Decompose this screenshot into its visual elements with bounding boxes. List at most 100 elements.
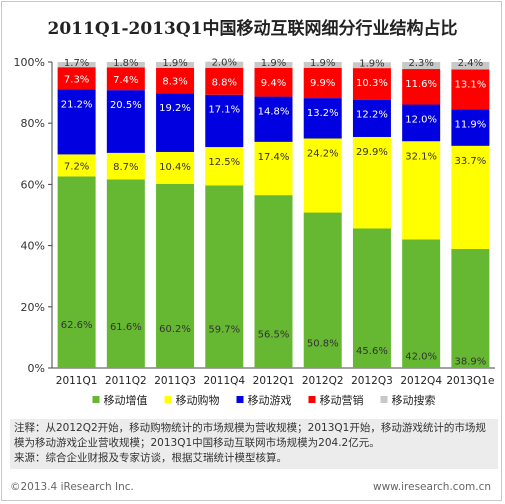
data-label: 12.0% xyxy=(405,115,437,126)
data-label: 42.0% xyxy=(405,352,437,363)
data-label: 14.8% xyxy=(258,107,290,118)
x-tick-label: 2012Q2 xyxy=(302,375,344,387)
legend-label: 移动增值 xyxy=(104,393,148,407)
bar-segment xyxy=(303,98,342,139)
bar-segment xyxy=(303,67,342,99)
bar-segment xyxy=(303,62,342,68)
bar-segment xyxy=(106,90,145,153)
data-label: 11.6% xyxy=(405,79,437,90)
x-tick-label: 2011Q3 xyxy=(154,375,196,387)
data-label: 20.5% xyxy=(110,100,142,111)
bar-segment xyxy=(254,62,293,68)
bar-segment xyxy=(451,145,490,249)
notes-box: 注释：从2012Q2开始，移动购物统计的市场规模为营收规模；2013Q1开始，移… xyxy=(10,419,498,469)
bar-segment xyxy=(156,93,195,152)
y-tick-label: 0% xyxy=(28,362,45,375)
bar-segment xyxy=(352,62,391,69)
bar-segment xyxy=(106,67,145,91)
bar-segment xyxy=(402,69,441,105)
data-label: 11.9% xyxy=(454,119,486,130)
bar-segment xyxy=(106,62,145,68)
data-label: 7.2% xyxy=(64,161,89,172)
bar-segment xyxy=(352,68,391,100)
data-label: 56.5% xyxy=(258,330,290,341)
data-label: 8.3% xyxy=(162,77,187,88)
data-label: 60.2% xyxy=(159,324,191,335)
x-tick-label: 2011Q4 xyxy=(203,375,245,387)
data-label: 33.7% xyxy=(454,156,486,167)
data-label: 8.7% xyxy=(113,162,138,173)
bar-segment xyxy=(205,147,244,186)
bar-segment xyxy=(402,62,441,70)
bar-segment xyxy=(57,62,96,68)
bar-segment xyxy=(156,67,195,94)
data-label: 21.2% xyxy=(61,100,93,111)
bar-segment xyxy=(451,69,490,110)
bar-segment xyxy=(57,67,96,90)
data-label: 45.6% xyxy=(356,346,388,357)
data-label: 1.7% xyxy=(64,58,89,69)
bar-segment xyxy=(451,248,490,368)
data-label: 1.9% xyxy=(310,58,335,69)
legend-label: 移动游戏 xyxy=(248,394,292,407)
data-label: 32.1% xyxy=(405,151,437,162)
data-label: 62.6% xyxy=(61,320,93,331)
bar-segment xyxy=(402,104,441,142)
data-label: 2.3% xyxy=(408,58,433,69)
data-label: 29.9% xyxy=(356,147,388,158)
bar-segment xyxy=(156,183,195,368)
data-label: 1.8% xyxy=(113,58,138,69)
data-label: 12.2% xyxy=(356,110,388,121)
bar-segment xyxy=(205,61,244,68)
x-tick-label: 2012Q3 xyxy=(351,375,393,387)
data-label: 10.3% xyxy=(356,78,388,89)
bar-segment xyxy=(352,228,391,368)
data-label: 9.4% xyxy=(261,78,286,89)
data-label: 50.8% xyxy=(307,338,339,349)
bar-segment xyxy=(57,89,96,155)
x-tick-label: 2012Q1 xyxy=(253,375,295,387)
data-label: 12.5% xyxy=(208,157,240,168)
bar-segment xyxy=(106,179,145,368)
bar-segment xyxy=(205,185,244,368)
stacked-bar-chart: 0% 20% 40% 60% 80% 100% 62.6% 7.2% 21.2% 7.3% 1.7%… xyxy=(14,56,495,407)
bar-segment xyxy=(205,67,244,95)
data-label: 2.4% xyxy=(458,58,483,69)
y-tick-label: 40% xyxy=(21,240,45,253)
bar-segment xyxy=(402,141,441,240)
data-label: 38.9% xyxy=(454,356,486,367)
legend-label: 移动搜索 xyxy=(392,393,436,407)
bar-segment xyxy=(57,154,96,177)
bar-segment xyxy=(254,195,293,368)
bar-segment xyxy=(156,62,195,68)
x-tick-label: 2012Q4 xyxy=(400,375,442,387)
website-url: www.iresearch.com.cn xyxy=(372,481,491,493)
bar-segment xyxy=(106,152,145,180)
bar-segment xyxy=(254,96,293,142)
legend-swatch xyxy=(308,396,316,403)
y-tick-label: 100% xyxy=(14,56,45,69)
bar-segment xyxy=(57,176,96,368)
bar-segment xyxy=(156,151,195,184)
data-label: 19.2% xyxy=(159,103,191,114)
data-label: 10.4% xyxy=(159,162,191,173)
legend-label: 移动购物 xyxy=(176,393,220,407)
chart-title: 2011Q1-2013Q1中国移动互联网细分行业结构占比 xyxy=(47,19,458,39)
bar-segment xyxy=(451,62,490,70)
x-tick-label: 2011Q1 xyxy=(56,375,98,387)
data-label: 7.3% xyxy=(64,74,89,85)
data-label: 17.4% xyxy=(258,152,290,163)
data-label: 13.1% xyxy=(454,79,486,90)
data-label: 61.6% xyxy=(110,322,142,333)
data-label: 59.7% xyxy=(208,325,240,336)
legend-swatch xyxy=(380,396,388,403)
bar-segment xyxy=(254,141,293,196)
legend-swatch xyxy=(92,396,100,403)
note-text: 注释：从2012Q2开始，移动购物统计的市场规模为营收规模；2013Q1开始，移… xyxy=(14,422,486,449)
bar-segment xyxy=(254,67,293,97)
y-tick-label: 60% xyxy=(21,178,45,191)
data-label: 1.9% xyxy=(162,58,187,69)
data-label: 7.4% xyxy=(113,75,138,86)
bar-segment xyxy=(402,239,441,368)
data-label: 1.9% xyxy=(261,58,286,69)
